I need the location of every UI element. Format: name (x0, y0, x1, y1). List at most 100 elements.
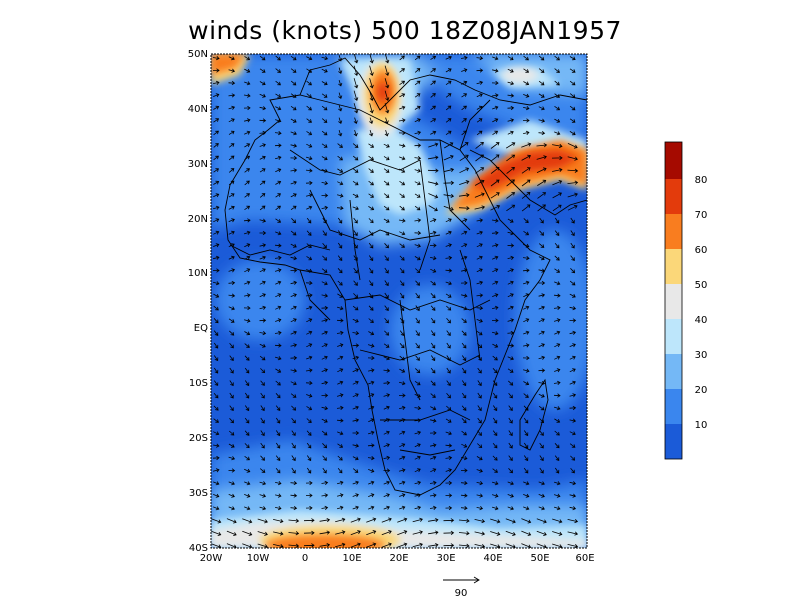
wind-vector (492, 118, 499, 123)
wind-vector (414, 143, 422, 148)
wind-vector (336, 418, 344, 423)
wind-vector (337, 467, 343, 474)
wind-vector (414, 93, 421, 98)
wind-vector (461, 93, 468, 98)
wind-vector (397, 517, 408, 523)
wind-vector (429, 493, 437, 498)
wind-vector (290, 193, 297, 198)
wind-vector (491, 80, 499, 86)
wind-vector (477, 392, 482, 399)
wind-vector (507, 268, 514, 273)
wind-vector (321, 505, 329, 510)
wind-vector (458, 531, 470, 536)
wind-vector (211, 543, 222, 548)
wind-vector (508, 442, 513, 449)
wind-vector (569, 405, 577, 411)
wind-vector (306, 93, 312, 98)
wind-vector (477, 343, 483, 349)
wind-vector (337, 455, 343, 461)
wind-vector (553, 305, 561, 310)
wind-vector (553, 493, 561, 498)
wind-vector (319, 517, 331, 523)
wind-vector (398, 468, 406, 473)
wind-vector (399, 105, 406, 110)
wind-vector (461, 318, 467, 323)
wind-vector (523, 93, 530, 98)
wind-vector (538, 355, 546, 360)
wind-vector (507, 343, 515, 348)
wind-vector (384, 267, 389, 274)
wind-vector (275, 467, 281, 474)
wind-vector (229, 418, 234, 424)
wind-vector (306, 406, 313, 411)
wind-vector (352, 380, 359, 385)
wind-vector (461, 355, 467, 362)
wind-vector (366, 517, 377, 523)
wind-vector (243, 318, 251, 323)
wind-vector (213, 443, 220, 448)
wind-vector (383, 180, 390, 186)
wind-vector (368, 292, 374, 299)
wind-vector (554, 131, 561, 136)
wind-vector (539, 430, 544, 436)
wind-vector (381, 542, 392, 548)
wind-vector (446, 305, 452, 311)
wind-vector (212, 68, 220, 73)
wind-vector (244, 130, 251, 135)
wind-vector (554, 418, 561, 423)
wind-vector (368, 368, 375, 373)
wind-vector (369, 54, 374, 64)
wind-vector (430, 342, 436, 349)
wind-vector (459, 167, 470, 174)
wind-vector (569, 93, 576, 98)
wind-vector (369, 103, 374, 114)
wind-vector (443, 180, 455, 186)
wind-vector (244, 493, 251, 498)
wind-vector (476, 506, 484, 511)
wind-vector (506, 154, 516, 162)
wind-vector (399, 455, 406, 460)
wind-vector (492, 68, 499, 73)
wind-vector (567, 156, 578, 161)
wind-vector (492, 318, 499, 323)
wind-vector (336, 493, 344, 498)
wind-vector (567, 168, 579, 173)
wind-vector (492, 392, 498, 399)
wind-vector (303, 530, 315, 536)
wind-vector (538, 293, 546, 298)
wind-vector (415, 268, 421, 273)
wind-vector (366, 542, 377, 548)
wind-vector (352, 456, 359, 461)
wind-vector (461, 418, 467, 424)
wind-vector (337, 181, 344, 186)
wind-vector (398, 130, 406, 136)
wind-vector (244, 180, 250, 186)
wind-vector (461, 392, 467, 399)
wind-vector (505, 518, 516, 524)
wind-vector (275, 80, 281, 86)
x-label-20w: 20W (200, 553, 223, 564)
wind-vector (397, 530, 408, 536)
wind-vector (476, 268, 483, 273)
wind-vector (475, 154, 485, 162)
wind-vector (491, 493, 499, 498)
wind-vector (290, 205, 297, 211)
wind-vector (384, 317, 389, 324)
wind-vector (244, 367, 250, 374)
wind-vector (228, 443, 235, 448)
wind-vector (521, 179, 531, 187)
wind-vector (522, 355, 530, 361)
wind-vector (492, 417, 498, 424)
wind-vector (554, 355, 561, 360)
wind-vector (507, 81, 515, 86)
wind-vector (492, 56, 499, 61)
wind-vector (506, 179, 515, 187)
wind-vector (569, 393, 577, 398)
wind-vector (384, 280, 389, 287)
wind-vector (492, 280, 499, 285)
wind-vector (384, 103, 390, 114)
wind-vector (508, 405, 513, 411)
wind-vector (445, 68, 452, 73)
wind-vector (384, 305, 389, 311)
wind-vector (384, 129, 389, 137)
